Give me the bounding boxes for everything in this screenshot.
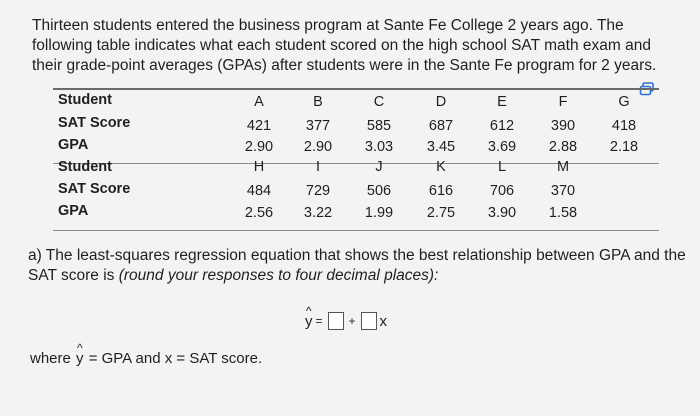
cell-student-1-0: A (254, 94, 264, 110)
cell-sat-2-5: 370 (550, 183, 576, 199)
cell-gpa-2-5: 1.58 (548, 205, 578, 221)
cell-student-2-0: H (253, 159, 265, 175)
cell-sat-1-3: 687 (428, 118, 454, 134)
cell-gpa-2-2: 1.99 (364, 205, 394, 221)
cell-gpa-2-0: 2.56 (244, 205, 274, 221)
equals-sign: = (315, 314, 323, 328)
cell-gpa-1-0: 2.90 (244, 139, 274, 155)
cell-student-2-3: K (436, 159, 446, 175)
cell-sat-1-4: 612 (489, 118, 515, 134)
variable-definition: where ^ y = GPA and x = SAT score. (30, 341, 263, 367)
cell-sat-2-3: 616 (428, 183, 454, 199)
cell-student-1-6: G (618, 94, 630, 110)
y-hat-symbol: ^ y (304, 304, 314, 330)
cell-gpa-2-4: 3.90 (487, 205, 517, 221)
cell-gpa-1-4: 3.69 (487, 139, 517, 155)
cell-gpa-1-1: 2.90 (303, 139, 333, 155)
cell-sat-2-4: 706 (489, 183, 515, 199)
slope-input[interactable] (360, 312, 377, 330)
cell-student-1-2: C (373, 94, 385, 110)
cell-gpa-1-3: 3.45 (426, 139, 456, 155)
cell-student-1-3: D (435, 94, 447, 110)
cell-sat-1-0: 421 (246, 118, 272, 134)
intercept-input[interactable] (327, 312, 344, 330)
question-text: a) The least-squares regression equation… (28, 247, 686, 284)
footnote-y-letter: y (76, 350, 84, 367)
cell-sat-1-2: 585 (366, 118, 392, 134)
cell-sat-2-2: 506 (366, 183, 392, 199)
row-label-student-1: Student (58, 92, 112, 108)
cell-gpa-1-6: 2.18 (609, 139, 639, 155)
row-label-student-2: Student (58, 159, 112, 175)
question-a: a) The least-squares regression equation… (28, 246, 688, 286)
problem-intro: Thirteen students entered the business p… (32, 17, 657, 74)
footnote-prefix: where (30, 350, 76, 367)
cell-student-2-5: M (556, 159, 570, 175)
y-letter: y (305, 312, 313, 330)
cell-sat-2-1: 729 (305, 183, 331, 199)
cell-sat-2-0: 484 (246, 183, 272, 199)
footnote-y-hat: ^ y (75, 341, 85, 367)
cell-student-1-4: E (497, 94, 507, 110)
cell-student-2-4: L (497, 159, 507, 175)
plus-sign: + (348, 314, 356, 328)
footnote-hat-accent: ^ (76, 341, 83, 355)
row-label-sat-2: SAT Score (58, 181, 131, 197)
cell-student-2-1: I (315, 159, 321, 175)
x-variable: x (379, 312, 388, 330)
row-label-gpa-1: GPA (58, 137, 89, 153)
cell-sat-1-1: 377 (305, 118, 331, 134)
cell-sat-1-5: 390 (550, 118, 576, 134)
cell-gpa-1-5: 2.88 (548, 139, 578, 155)
row-label-sat-1: SAT Score (58, 115, 131, 131)
cell-student-1-1: B (313, 94, 323, 110)
table-mid-rule (53, 163, 659, 164)
cell-gpa-2-3: 2.75 (426, 205, 456, 221)
table-top-rule (53, 88, 659, 90)
hat-accent: ^ (305, 303, 312, 318)
cell-student-1-5: F (558, 94, 568, 110)
cell-sat-1-6: 418 (611, 118, 637, 134)
footnote-suffix: = GPA and x = SAT score. (84, 350, 263, 367)
question-instruction: (round your responses to four decimal pl… (118, 267, 439, 284)
regression-equation: ^ y = + x (304, 304, 388, 333)
row-label-gpa-2: GPA (58, 203, 89, 219)
cell-student-2-2: J (375, 159, 383, 175)
cell-gpa-2-1: 3.22 (303, 205, 333, 221)
cell-gpa-1-2: 3.03 (364, 139, 394, 155)
table-bottom-rule (53, 230, 659, 231)
